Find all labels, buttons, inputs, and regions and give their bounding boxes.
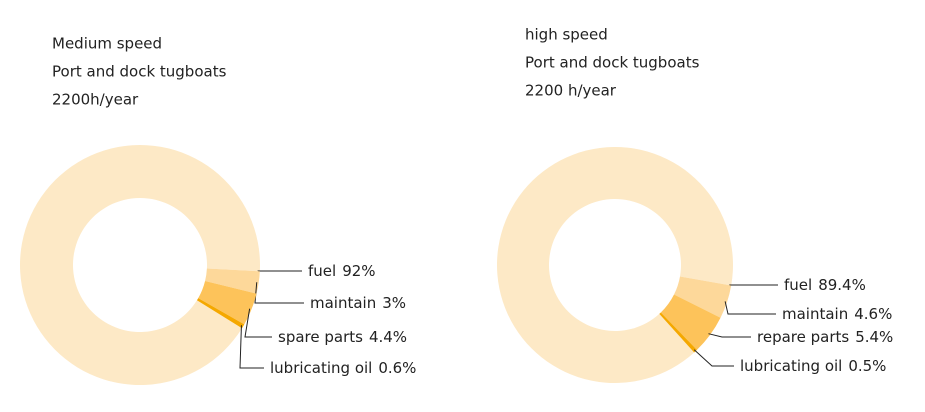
category-label: fuel [308,262,336,280]
leader-line [724,301,776,315]
chart-annotation: 2200h/year [52,91,139,109]
category-label: lubricating oil [740,357,842,375]
chart-subtitle: Port and dock tugboats [525,54,700,72]
category-label: maintain [782,305,848,323]
value-label: 0.6% [378,359,416,377]
category-label: repare parts [757,328,849,346]
leader-line [708,333,751,338]
donut-slice [198,280,257,325]
slice-label: lubricating oil 0.5% [740,357,886,375]
slice-label: maintain 4.6% [782,305,892,323]
donut-slice [497,146,734,383]
value-label: 4.6% [854,305,892,323]
leader-line [244,308,272,338]
value-label: 89.4% [818,276,866,294]
slice-label: spare parts 4.4% [278,328,407,346]
slice-label: lubricating oil 0.6% [270,359,416,377]
leader-line [239,325,264,369]
chart-subtitle: Port and dock tugboats [52,63,227,81]
slice-label: fuel 92% [308,262,376,280]
value-label: 4.4% [369,328,407,346]
slice-label: maintain 3% [310,294,406,312]
value-label: 92% [342,262,375,280]
category-label: maintain [310,294,376,312]
donut-slice [20,144,260,385]
leader-line [254,282,304,304]
donut-slice [660,294,721,350]
category-label: fuel [784,276,812,294]
donut-slice [674,276,732,318]
donut-slice [659,312,697,353]
value-label: 5.4% [855,328,893,346]
chart-title: Medium speed [52,35,162,53]
category-label: spare parts [278,328,363,346]
value-label: 0.5% [848,357,886,375]
chart-annotation: 2200 h/year [525,82,617,100]
value-label: 3% [382,294,406,312]
slice-label: repare parts 5.4% [757,328,893,346]
donut-slice [205,268,260,294]
donut-slice [196,298,245,329]
category-label: lubricating oil [270,359,372,377]
chart-title: high speed [525,26,608,44]
leader-line [693,349,734,367]
slice-label: fuel 89.4% [784,276,866,294]
